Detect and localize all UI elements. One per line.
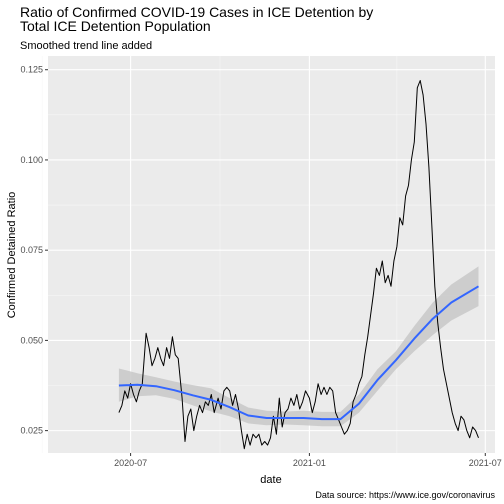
ratio-series-line <box>118 80 479 450</box>
x-tick-label-0: 2020-07 <box>114 458 147 468</box>
y-axis: 0.025 0.050 0.075 0.100 0.125 <box>20 65 48 436</box>
smooth-trend-line <box>118 285 480 421</box>
x-tick-label-1: 2021-01 <box>293 458 326 468</box>
chart-title-line2: Total ICE Detention Population <box>20 18 211 34</box>
data-source-caption: Data source: https://www.ice.gov/coronav… <box>315 490 495 500</box>
y-tick-label-1: 0.050 <box>20 335 43 345</box>
x-tick-label-2: 2021-07 <box>469 458 502 468</box>
plot-panel <box>48 56 495 453</box>
minor-gridlines <box>41 56 495 453</box>
y-tick-label-4: 0.125 <box>20 65 43 75</box>
major-gridlines <box>48 56 495 453</box>
y-tick-label-3: 0.100 <box>20 155 43 165</box>
y-axis-title: Confirmed Detained Ratio <box>6 192 18 319</box>
x-axis-title: date <box>260 474 281 486</box>
y-tick-label-2: 0.075 <box>20 245 43 255</box>
x-axis: 2020-07 2021-01 2021-07 <box>114 453 502 468</box>
y-tick-label-0: 0.025 <box>20 426 43 436</box>
chart-subtitle: Smoothed trend line added <box>20 40 152 52</box>
chart-title-line1: Ratio of Confirmed COVID-19 Cases in ICE… <box>20 4 373 20</box>
